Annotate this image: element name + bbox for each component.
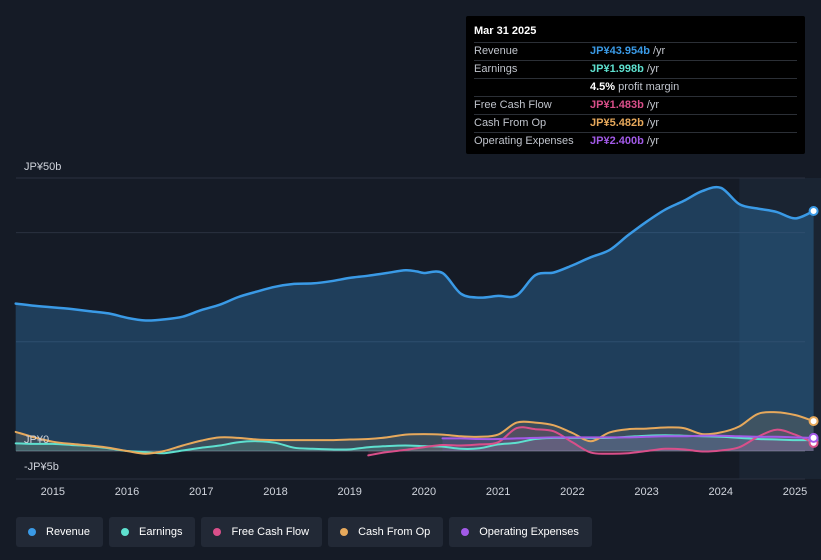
tooltip-row-cfo: Cash From Op JP¥5.482b /yr — [474, 114, 797, 132]
tooltip-value: JP¥2.400b — [590, 135, 644, 147]
legend-item-cfo[interactable]: Cash From Op — [328, 517, 444, 547]
tooltip-value: JP¥43.954b — [590, 45, 650, 57]
tooltip-date: Mar 31 2025 — [474, 25, 537, 37]
series-end-markers — [808, 206, 819, 448]
legend-item-earnings[interactable]: Earnings — [109, 517, 196, 547]
legend-dot-icon — [28, 528, 36, 536]
legend-item-revenue[interactable]: Revenue — [16, 517, 104, 547]
tooltip-row-opex: Operating Expenses JP¥2.400b /yr — [474, 132, 797, 150]
forecast-region — [739, 178, 821, 479]
legend-dot-icon — [461, 528, 470, 536]
tooltip-value: JP¥5.482b — [590, 117, 644, 129]
legend-dot-icon — [121, 528, 130, 536]
tooltip-unit: /yr — [646, 63, 660, 75]
tooltip: Mar 31 2025 Revenue JP¥43.954b /yr Earni… — [466, 16, 805, 154]
legend-dot-icon — [340, 528, 349, 536]
legend-item-fcf[interactable]: Free Cash Flow — [201, 517, 323, 547]
area-cfo — [15, 412, 814, 454]
tooltip-row-earnings: Earnings JP¥1.998b /yr — [474, 60, 797, 78]
tooltip-unit: /yr — [652, 45, 666, 57]
x-tick-label: 2021 — [486, 486, 510, 498]
financial-chart: JP¥50b JP¥0 -JP¥5b 2015 2016 2017 2018 2019 2… — [14, 161, 821, 498]
x-tick-label: 2017 — [189, 486, 213, 498]
tooltip-label: Operating Expenses — [474, 135, 574, 147]
x-tick-label: 2016 — [115, 486, 139, 498]
legend-label: Free Cash Flow — [231, 526, 310, 538]
tooltip-row-profit-margin: 4.5% profit margin — [474, 78, 797, 96]
x-tick-label: 2023 — [634, 486, 658, 498]
end-marker-revenue — [808, 206, 819, 217]
legend-item-opex[interactable]: Operating Expenses — [449, 517, 592, 547]
x-tick-label: 2015 — [41, 486, 65, 498]
series-lines — [14, 185, 815, 457]
y-label-bottom: -JP¥5b — [24, 461, 59, 473]
legend-label: Operating Expenses — [479, 526, 579, 538]
tooltip-label — [474, 79, 590, 96]
y-label-top: JP¥50b — [24, 161, 61, 173]
x-tick-label: 2018 — [263, 486, 287, 498]
line-fcf — [367, 426, 815, 457]
tooltip-value: JP¥1.483b — [590, 99, 644, 111]
x-tick-label: 2024 — [709, 486, 733, 498]
x-tick-label: 2025 — [783, 486, 807, 498]
series-areas — [15, 187, 814, 456]
tooltip-label: Revenue — [474, 45, 519, 57]
tooltip-value: 4.5% — [590, 81, 616, 93]
tooltip-row-revenue: Revenue JP¥43.954b /yr — [474, 42, 797, 60]
tooltip-unit: /yr — [646, 117, 660, 129]
tooltip-label: Earnings — [474, 63, 518, 75]
tooltip-value: JP¥1.998b — [590, 63, 644, 75]
y-label-zero: JP¥0 — [24, 434, 49, 446]
tooltip-unit: /yr — [646, 135, 660, 147]
area-revenue — [15, 187, 814, 452]
legend-label: Cash From Op — [358, 526, 431, 538]
tooltip-row-fcf: Free Cash Flow JP¥1.483b /yr — [474, 96, 797, 114]
tooltip-unit: profit margin — [618, 81, 680, 93]
gridlines — [16, 177, 805, 480]
x-tick-label: 2022 — [560, 486, 584, 498]
legend-dot-icon — [213, 528, 222, 536]
legend-label: Earnings — [139, 526, 183, 538]
x-tick-label: 2019 — [337, 486, 361, 498]
tooltip-unit: /yr — [646, 99, 660, 111]
line-opex — [441, 434, 815, 441]
x-axis-ticks: 2015 2016 2017 2018 2019 2020 2021 2022 2023 2024… — [41, 486, 808, 498]
tooltip-label: Cash From Op — [474, 117, 547, 129]
tooltip-label: Free Cash Flow — [474, 99, 552, 111]
line-cfo — [14, 411, 815, 455]
end-marker-cfo — [808, 416, 819, 427]
x-tick-label: 2020 — [412, 486, 436, 498]
legend: Revenue Earnings Free Cash Flow Cash Fro… — [16, 517, 592, 547]
area-earnings — [15, 435, 814, 454]
end-marker-opex — [808, 432, 819, 443]
line-revenue — [14, 185, 815, 322]
legend-label: Revenue — [46, 526, 91, 538]
